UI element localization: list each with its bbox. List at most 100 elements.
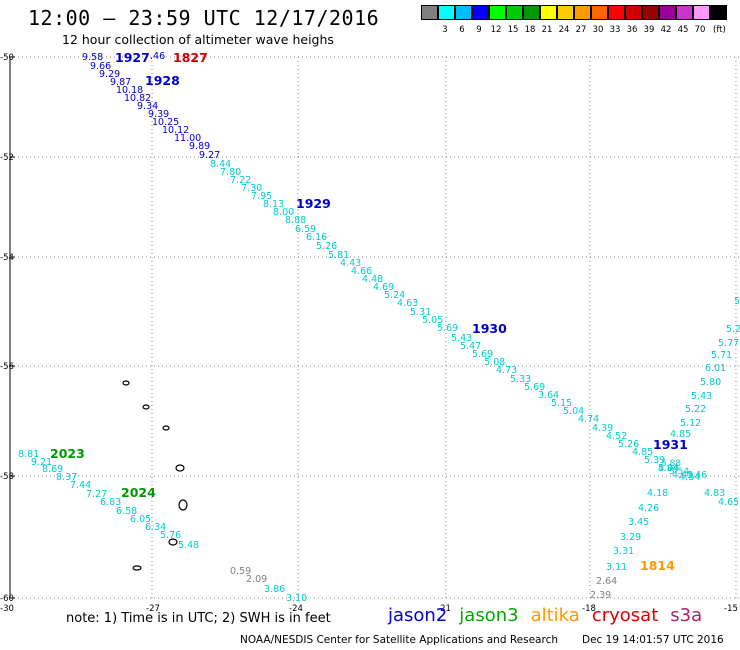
colorbar-tick-label: 18 bbox=[524, 25, 536, 35]
track-value: 11.00 bbox=[174, 133, 201, 144]
track-value: 4.84 bbox=[658, 464, 678, 474]
colorbar-swatch bbox=[472, 5, 489, 20]
lon-label: -18 bbox=[582, 604, 596, 614]
track-value: .46 bbox=[150, 51, 165, 62]
colorbar-tick-label: 70 bbox=[694, 25, 706, 35]
track-value: 7.27 bbox=[86, 489, 107, 500]
track-value: 5.24 bbox=[384, 290, 405, 301]
track-value: 8.69 bbox=[42, 464, 63, 475]
track-value: 4.52 bbox=[606, 431, 627, 442]
track-value: 4.26 bbox=[638, 503, 659, 514]
colorbar-swatch bbox=[438, 5, 455, 20]
island-outline bbox=[142, 404, 150, 410]
track-value: 7.44 bbox=[70, 480, 91, 491]
track-value: 6.16 bbox=[306, 232, 327, 243]
colorbar-tick-label: 24 bbox=[558, 25, 570, 35]
pass-label: 1930 bbox=[472, 321, 507, 336]
track-value: 6.05 bbox=[130, 514, 151, 525]
track-value: 8.88 bbox=[285, 215, 306, 226]
lon-label: -15 bbox=[724, 604, 738, 614]
map-title: 12:00 – 23:59 UTC 12/17/2016 bbox=[28, 6, 380, 30]
pass-label: 2023 bbox=[50, 446, 85, 461]
track-value: 6.01 bbox=[705, 363, 726, 374]
track-value: 7.22 bbox=[230, 175, 251, 186]
colorbar-swatch bbox=[455, 5, 472, 20]
track-value: 3.45 bbox=[628, 517, 649, 528]
lon-label: -30 bbox=[0, 604, 14, 614]
colorbar-unit: (ft) bbox=[713, 25, 726, 35]
legend-altika: altika bbox=[530, 605, 580, 626]
colorbar-swatch bbox=[642, 5, 659, 20]
track-value: 4.46 bbox=[686, 470, 707, 481]
track-value: 5.12 bbox=[680, 418, 701, 429]
colorbar-swatch bbox=[506, 5, 523, 20]
track-value: 2.09 bbox=[246, 574, 267, 585]
legend-cryosat: cryosat bbox=[591, 605, 659, 626]
track-value: 9.29 bbox=[99, 69, 120, 80]
track-value: 0.59 bbox=[230, 566, 251, 577]
track-value: 5.22 bbox=[685, 404, 706, 415]
colorbar-tick-label: 21 bbox=[541, 25, 553, 35]
track-value: 5.43 bbox=[451, 333, 472, 344]
track-value: 3.31 bbox=[613, 546, 634, 557]
track-value: 6.83 bbox=[100, 497, 121, 508]
track-value: 3.29 bbox=[620, 532, 641, 543]
track-value: 5.48 bbox=[178, 540, 199, 551]
colorbar-swatch bbox=[591, 5, 608, 20]
track-value: 4.85 bbox=[632, 447, 653, 458]
colorbar-tick-label: 36 bbox=[626, 25, 638, 35]
colorbar-swatch bbox=[608, 5, 625, 20]
track-value: 5.39 bbox=[644, 455, 665, 466]
track-value: 5.47 bbox=[460, 341, 481, 352]
track-value: 10.82 bbox=[124, 93, 151, 104]
track-value: 5.54 bbox=[669, 467, 689, 477]
track-value: 3.10 bbox=[286, 593, 307, 604]
colorbar-tick-label: 15 bbox=[507, 25, 519, 35]
legend-jason2: jason2 bbox=[388, 605, 448, 626]
colorbar-tick-label: 42 bbox=[660, 25, 672, 35]
island-outline bbox=[168, 538, 178, 546]
timestamp: Dec 19 14:01:57 UTC 2016 bbox=[582, 634, 724, 646]
track-value: 5.04 bbox=[658, 463, 679, 474]
track-value: 5.08 bbox=[484, 357, 505, 368]
legend-s3a: s3a bbox=[670, 605, 703, 626]
track-value: 4.65 bbox=[718, 497, 739, 508]
lat-label: -60 bbox=[0, 594, 14, 604]
track-value: 9.39 bbox=[148, 109, 169, 120]
track-value: 5.88 bbox=[661, 459, 681, 469]
colorbar-tick-label: 39 bbox=[643, 25, 655, 35]
track-value: 4.18 bbox=[647, 488, 668, 499]
lon-label: -21 bbox=[437, 604, 451, 614]
track-value: 9.21 bbox=[31, 457, 52, 468]
track-value: 5.69 bbox=[437, 323, 458, 334]
track-value: 4.85 bbox=[670, 429, 691, 440]
lat-label: -56 bbox=[0, 362, 14, 372]
colorbar-swatch bbox=[659, 5, 676, 20]
track-value: 8.81 bbox=[18, 449, 39, 460]
track-value: 4.69 bbox=[373, 282, 394, 293]
track-value: 5.43 bbox=[691, 391, 712, 402]
track-value: 9.34 bbox=[137, 101, 158, 112]
track-value: 4.83 bbox=[704, 488, 725, 499]
track-value: 10.12 bbox=[162, 125, 189, 136]
track-value: 7.30 bbox=[241, 183, 262, 194]
track-value: 5.26 bbox=[618, 439, 639, 450]
track-value: 5.71 bbox=[711, 350, 732, 361]
lat-label: -52 bbox=[0, 153, 14, 163]
pass-label: 1814 bbox=[640, 558, 675, 573]
track-value: 4.43 bbox=[340, 258, 361, 269]
track-value: 7.80 bbox=[220, 167, 241, 178]
track-value: 3.11 bbox=[606, 562, 627, 573]
track-value: 5.04 bbox=[563, 406, 584, 417]
track-value: 4.74 bbox=[578, 414, 599, 425]
colorbar-swatch bbox=[574, 5, 591, 20]
track-value: 7.95 bbox=[251, 191, 272, 202]
track-value: 4.39 bbox=[592, 423, 613, 434]
track-value: 5.31 bbox=[410, 307, 431, 318]
island-outline bbox=[132, 565, 142, 571]
colorbar-tick-label: 9 bbox=[476, 25, 482, 35]
track-value: 4.34 bbox=[679, 472, 700, 483]
track-value: 9.66 bbox=[90, 61, 111, 72]
track-value: 5.77 bbox=[718, 338, 739, 349]
